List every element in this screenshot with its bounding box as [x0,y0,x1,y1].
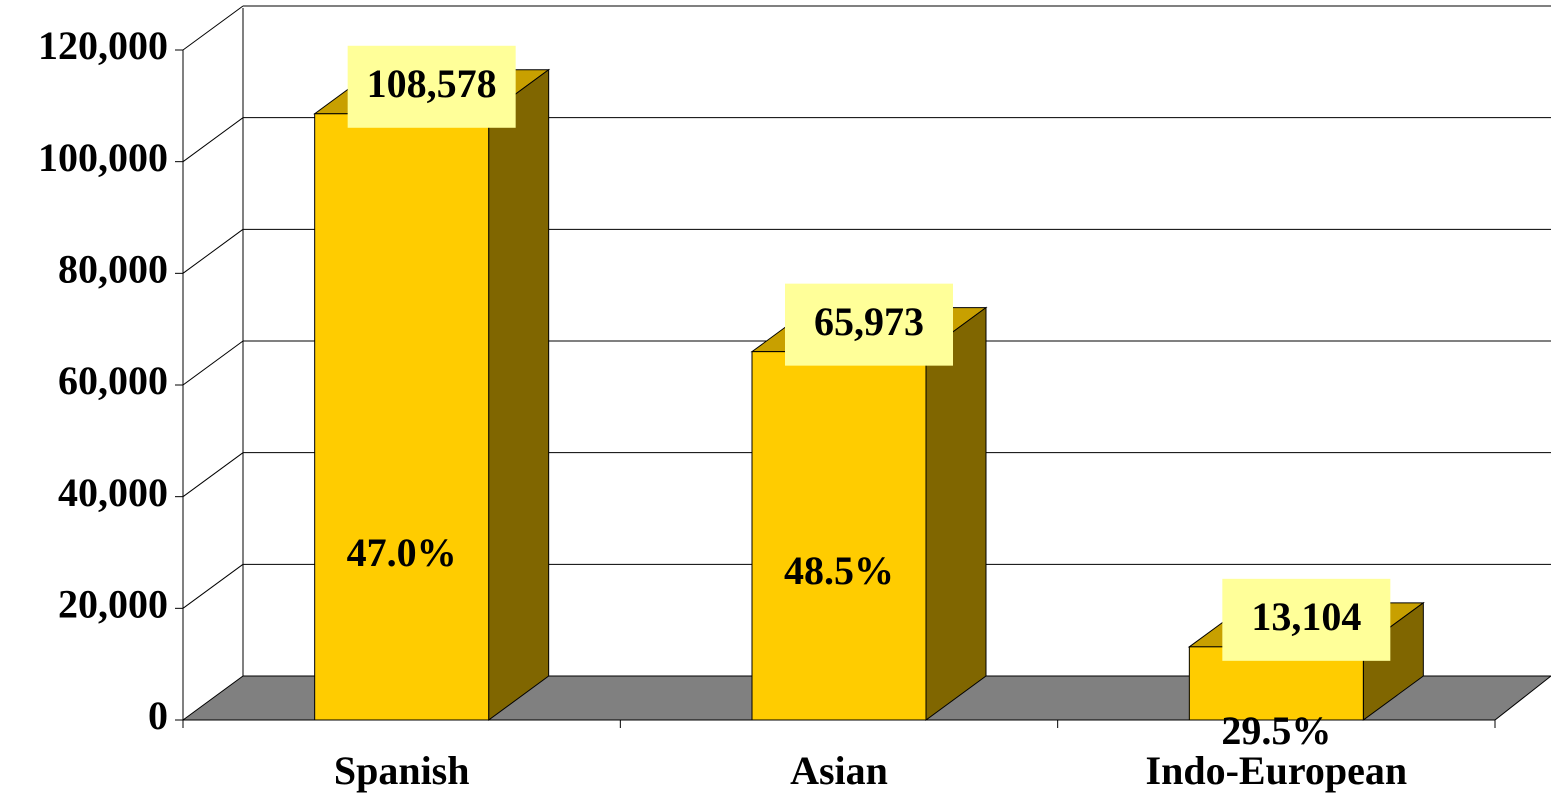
grid-line [182,228,244,274]
grid-line [182,117,244,163]
y-tick-label: 60,000 [58,358,168,403]
x-tick-label: Indo-European [1146,748,1408,793]
bar-side [925,306,987,721]
bar-side [488,68,550,721]
value-label-box [1222,578,1391,661]
value-label: 108,578 [367,61,497,106]
x-tick-label: Spanish [334,748,470,793]
annotation: 47.0% [347,530,457,575]
value-label: 65,973 [814,299,924,344]
value-label-box [347,45,516,128]
x-tick-label: Asian [790,748,888,793]
annotation: 48.5% [784,548,894,593]
bar [314,113,490,721]
y-tick-label: 80,000 [58,247,168,292]
grid-line [182,340,244,386]
value-label: 13,104 [1251,594,1361,639]
annotation: 29.5% [1221,708,1331,753]
y-tick-label: 0 [148,693,168,738]
y-tick-label: 120,000 [38,23,168,68]
y-tick-label: 40,000 [58,470,168,515]
bar [751,351,927,721]
y-tick-label: 20,000 [58,582,168,627]
y-tick-label: 100,000 [38,135,168,180]
value-label-box [785,283,953,366]
grid-line [182,563,244,609]
grid-line [182,5,244,51]
grid-line [182,452,244,498]
